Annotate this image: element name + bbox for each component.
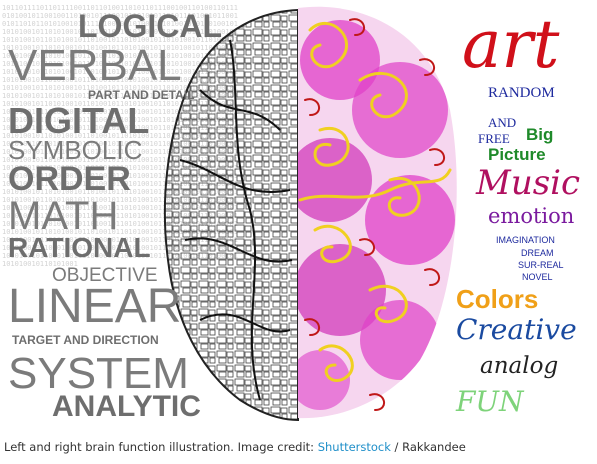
word-part-and-detail: PART AND DETAIL [88, 88, 195, 102]
word-free: FREE [478, 131, 510, 146]
word-dream: DREAM [521, 248, 554, 258]
word-art: art [462, 6, 560, 83]
word-system: SYSTEM [8, 349, 189, 398]
right-brain-swirls [298, 22, 452, 382]
caption-suffix: / Rakkandee [390, 440, 466, 454]
word-random: RANDOM [488, 85, 555, 101]
brain-illustration [163, 6, 457, 422]
binary-background: 1011011110110111100110110100110101101110… [2, 4, 239, 268]
word-big: Big [526, 125, 554, 144]
word-objective: OBJECTIVE [52, 265, 158, 286]
word-verbal: VERBAL [8, 41, 182, 90]
word-emotion: emotion [488, 204, 575, 228]
left-brain-half [163, 8, 299, 422]
word-imagination: IMAGINATION [496, 235, 555, 245]
word-analytic: ANALYTIC [52, 390, 201, 423]
word-logical: LOGICAL [78, 8, 222, 44]
word-music: Music [476, 163, 581, 203]
word-digital: DIGITAL [8, 100, 150, 141]
word-target-and-direction: TARGET AND DIRECTION [12, 333, 159, 347]
word-sur-real: SUR-REAL [518, 260, 564, 270]
word-linear: LINEAR [8, 280, 182, 333]
right-brain-splash [298, 6, 457, 419]
caption-credit-link[interactable]: Shutterstock [317, 440, 391, 454]
word-symbolic: SYMBOLIC [8, 135, 143, 165]
caption-text: Left and right brain function illustrati… [4, 440, 318, 454]
word-rational: RATIONAL [8, 232, 151, 263]
right-brain-red-swirls [304, 18, 445, 411]
illustration: 1011011110110111100110110100110101101110… [2, 4, 581, 423]
image-caption: Left and right brain function illustrati… [4, 440, 466, 454]
word-order: ORDER [8, 160, 131, 198]
word-novel: NOVEL [522, 272, 553, 282]
left-brain-folds [179, 39, 293, 401]
word-and: AND [488, 115, 517, 130]
word-picture: Picture [488, 145, 546, 164]
word-creative: Creative [456, 313, 577, 346]
word-analog: analog [480, 353, 559, 379]
word-fun: FUN [456, 385, 524, 418]
word-math: MATH [8, 194, 119, 238]
word-colors: Colors [456, 284, 539, 314]
